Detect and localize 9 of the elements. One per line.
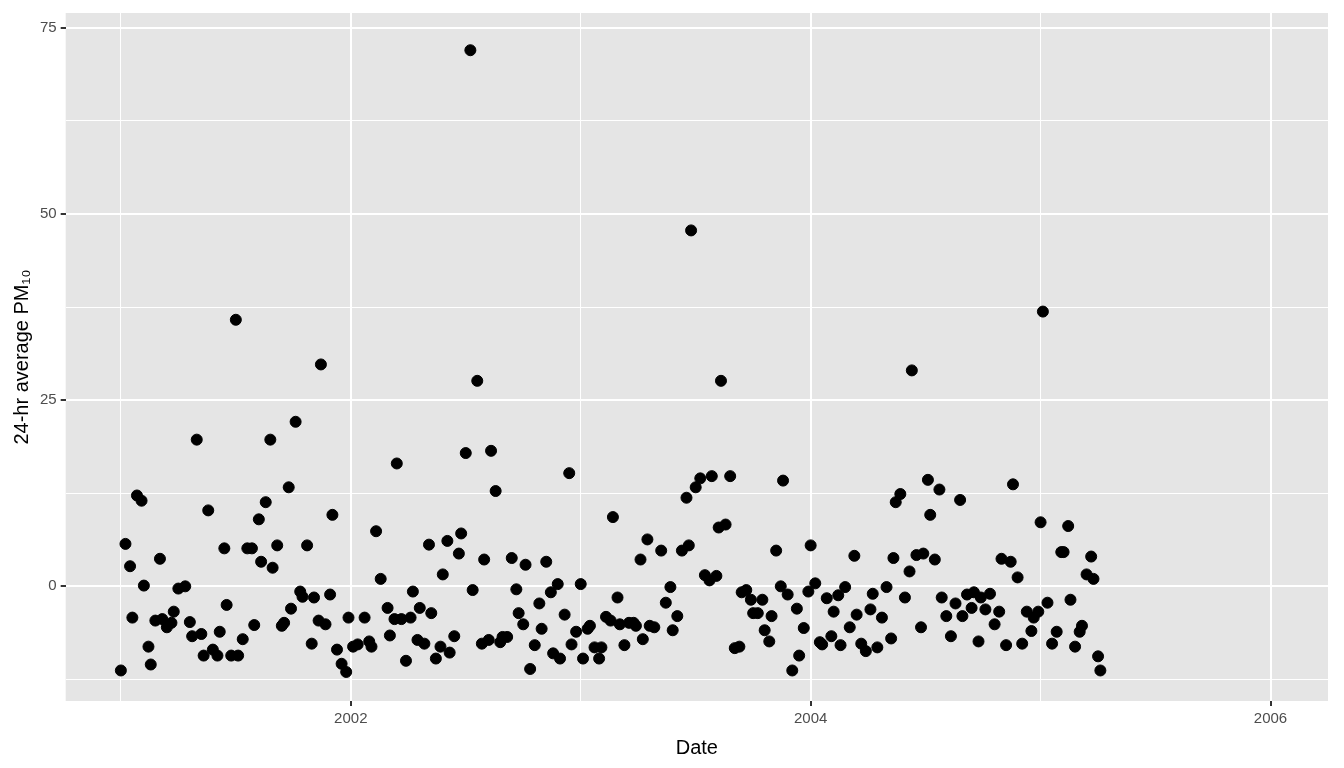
x-tick-label: 2006 [1253,709,1288,727]
y-axis-title: 24-hr average PM₁₀ [9,269,32,445]
x-axis-title: Date [675,735,718,758]
y-tick-label: 25 [40,390,57,408]
y-tick-label: 75 [40,18,57,36]
y-tick-label: 0 [48,576,57,594]
x-tick-label: 2002 [334,709,368,727]
y-tick-label: 50 [40,204,57,222]
x-tick-label: 2004 [793,709,828,727]
